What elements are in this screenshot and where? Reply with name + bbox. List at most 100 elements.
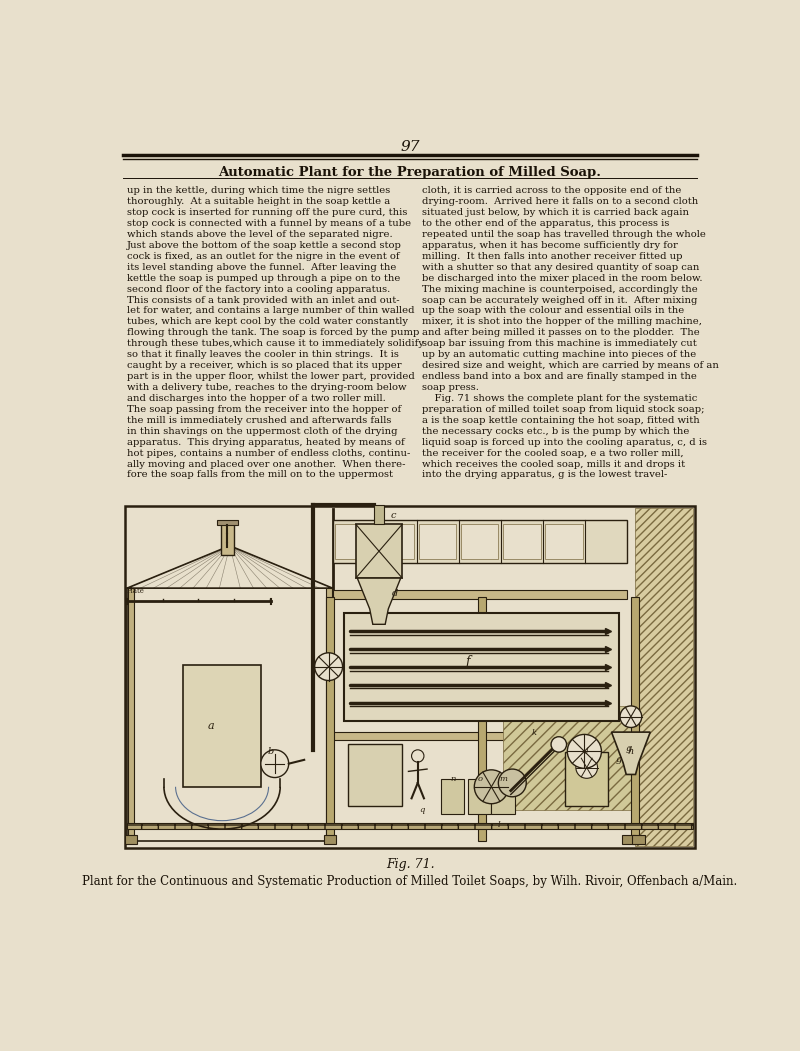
Text: g: g [616, 756, 622, 764]
Text: b: b [268, 747, 274, 756]
Circle shape [551, 737, 566, 753]
Text: tubes, which are kept cool by the cold water constantly: tubes, which are kept cool by the cold w… [127, 317, 408, 327]
Text: be discharged into the mixer placed in the room below.: be discharged into the mixer placed in t… [422, 273, 702, 283]
Text: stop cock is inserted for running off the pure curd, this: stop cock is inserted for running off th… [127, 208, 407, 218]
Circle shape [567, 735, 602, 768]
Text: a: a [207, 721, 214, 730]
Circle shape [576, 757, 598, 779]
Text: Fig. 71 shows the complete plant for the systematic: Fig. 71 shows the complete plant for the… [422, 394, 697, 403]
Text: q: q [419, 806, 424, 815]
Text: f: f [466, 655, 470, 667]
Bar [356, 524, 402, 578]
Text: to the other end of the apparatus, this process is: to the other end of the apparatus, this … [422, 219, 669, 228]
Text: Just above the bottom of the soap kettle a second stop: Just above the bottom of the soap kettle… [127, 241, 402, 250]
Bar [545, 524, 582, 559]
Text: caught by a receiver, which is so placed that its upper: caught by a receiver, which is so placed… [127, 362, 402, 370]
Text: g: g [626, 744, 632, 753]
Bar [631, 597, 638, 841]
Bar [503, 706, 634, 810]
Text: This consists of a tank provided with an inlet and out-: This consists of a tank provided with an… [127, 295, 400, 305]
Bar [128, 589, 134, 841]
Text: Plant for the Continuous and Systematic Production of Milled Toilet Soaps, by Wi: Plant for the Continuous and Systematic … [82, 874, 738, 887]
Bar [127, 589, 333, 841]
Text: and discharges into the hopper of a two roller mill.: and discharges into the hopper of a two … [127, 394, 386, 403]
Text: flowing through the tank. The soap is forced by the pump: flowing through the tank. The soap is fo… [127, 328, 419, 337]
Bar [125, 506, 695, 848]
Text: soap can be accurately weighed off in it.  After mixing: soap can be accurately weighed off in it… [422, 295, 697, 305]
Circle shape [261, 749, 289, 778]
Bar [333, 733, 627, 740]
Text: h: h [628, 747, 634, 756]
Bar [221, 522, 234, 555]
Text: The mixing machine is counterpoised, accordingly the: The mixing machine is counterpoised, acc… [422, 285, 698, 293]
Text: apparatus, when it has become sufficiently dry for: apparatus, when it has become sufficient… [422, 241, 678, 250]
Text: cock is fixed, as an outlet for the nigre in the event of: cock is fixed, as an outlet for the nigr… [127, 252, 400, 261]
Text: d: d [391, 589, 398, 598]
Bar [377, 524, 414, 559]
Text: liquid soap is forced up into the cooling aparatus, c, d is: liquid soap is forced up into the coolin… [422, 437, 706, 447]
Text: fore the soap falls from the mill on to the uppermost: fore the soap falls from the mill on to … [127, 471, 393, 479]
Bar [565, 753, 608, 806]
Text: kettle the soap is pumped up through a pipe on to the: kettle the soap is pumped up through a p… [127, 273, 401, 283]
Text: n: n [450, 776, 455, 783]
Text: part is in the upper floor, whilst the lower part, provided: part is in the upper floor, whilst the l… [127, 372, 415, 382]
Text: 97: 97 [400, 140, 420, 154]
Text: which stands above the level of the separated nigre.: which stands above the level of the sepa… [127, 230, 393, 239]
Bar [326, 597, 334, 841]
Text: thoroughly.  At a suitable height in the soap kettle a: thoroughly. At a suitable height in the … [127, 198, 390, 206]
Text: Plate: Plate [127, 588, 145, 595]
Bar [333, 520, 627, 562]
Text: with a delivery tube, reaches to the drying-room below: with a delivery tube, reaches to the dry… [127, 383, 406, 392]
Text: preparation of milled toilet soap from liquid stock soap;: preparation of milled toilet soap from l… [422, 405, 704, 414]
Bar [374, 504, 384, 524]
Bar [335, 524, 372, 559]
Bar [344, 613, 619, 721]
Bar [503, 524, 541, 559]
Text: up by an automatic cutting machine into pieces of the: up by an automatic cutting machine into … [422, 350, 696, 359]
Text: through these tubes,which cause it to immediately solidify: through these tubes,which cause it to im… [127, 339, 424, 348]
Bar [183, 665, 261, 787]
Text: with a shutter so that any desired quantity of soap can: with a shutter so that any desired quant… [422, 263, 699, 272]
Bar [491, 779, 514, 813]
Text: o: o [478, 776, 482, 783]
Text: Automatic Plant for the Preparation of Milled Soap.: Automatic Plant for the Preparation of M… [218, 166, 602, 179]
Bar [441, 779, 464, 813]
Bar [333, 590, 627, 599]
Polygon shape [358, 578, 401, 624]
Text: the mill is immediately crushed and afterwards falls: the mill is immediately crushed and afte… [127, 416, 391, 425]
Text: a is the soap kettle containing the hot soap, fitted with: a is the soap kettle containing the hot … [422, 416, 699, 425]
Text: milling.  It then falls into another receiver fitted up: milling. It then falls into another rece… [422, 252, 682, 261]
Text: hot pipes, contains a number of endless cloths, continu-: hot pipes, contains a number of endless … [127, 449, 410, 457]
Bar [348, 744, 402, 806]
Text: Fig. 71.: Fig. 71. [386, 858, 434, 870]
Text: which receives the cooled soap, mills it and drops it: which receives the cooled soap, mills it… [422, 459, 685, 469]
Bar [461, 524, 498, 559]
Bar [419, 524, 456, 559]
Bar [125, 834, 138, 844]
Text: soap press.: soap press. [422, 383, 478, 392]
Text: soap bar issuing from this machine is immediately cut: soap bar issuing from this machine is im… [422, 339, 696, 348]
Text: desired size and weight, which are carried by means of an: desired size and weight, which are carri… [422, 362, 718, 370]
Bar [622, 834, 634, 844]
Text: apparatus.  This drying apparatus, heated by means of: apparatus. This drying apparatus, heated… [127, 437, 405, 447]
Circle shape [620, 706, 642, 727]
Text: mixer, it is shot into the hopper of the milling machine,: mixer, it is shot into the hopper of the… [422, 317, 702, 327]
Circle shape [411, 749, 424, 762]
Circle shape [314, 653, 342, 680]
Text: the necessary cocks etc., b is the pump by which the: the necessary cocks etc., b is the pump … [422, 427, 689, 436]
Bar [324, 834, 336, 844]
Polygon shape [127, 545, 333, 589]
Polygon shape [611, 733, 650, 775]
Text: so that it finally leaves the cooler in thin strings.  It is: so that it finally leaves the cooler in … [127, 350, 399, 359]
Text: up in the kettle, during which time the nigre settles: up in the kettle, during which time the … [127, 186, 390, 195]
Text: cloth, it is carried across to the opposite end of the: cloth, it is carried across to the oppos… [422, 186, 681, 195]
Text: second floor of the factory into a cooling apparatus.: second floor of the factory into a cooli… [127, 285, 390, 293]
Text: c: c [390, 511, 396, 519]
Text: up the soap with the colour and essential oils in the: up the soap with the colour and essentia… [422, 307, 684, 315]
Bar [218, 520, 238, 526]
Bar [634, 508, 693, 846]
Text: k: k [531, 729, 537, 737]
Circle shape [474, 769, 509, 804]
Text: in thin shavings on the uppermost cloth of the drying: in thin shavings on the uppermost cloth … [127, 427, 398, 436]
Text: into the drying apparatus, g is the lowest travel-: into the drying apparatus, g is the lowe… [422, 471, 667, 479]
